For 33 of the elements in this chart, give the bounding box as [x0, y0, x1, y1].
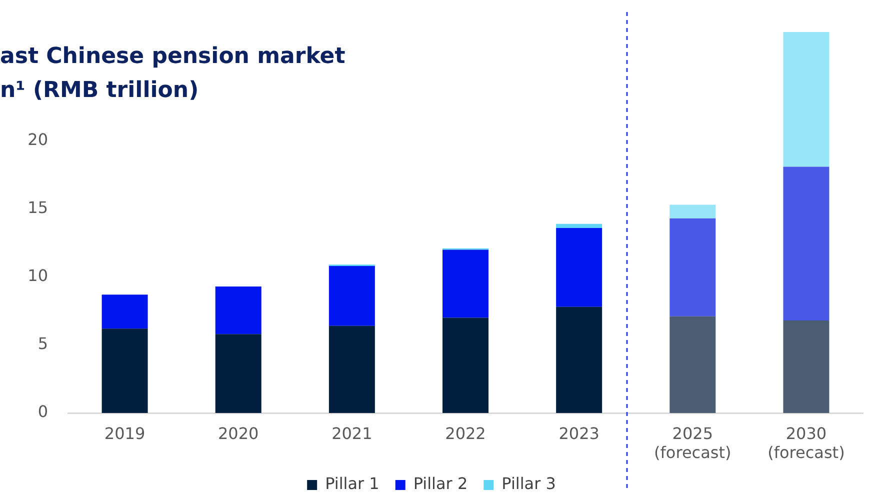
bar [215, 286, 262, 334]
y-tick-label: 5 [38, 334, 48, 354]
bar [102, 328, 148, 413]
x-tick-label: 2020 [218, 424, 259, 443]
bar [670, 204, 716, 218]
x-tick-label: 2030 (forecast) [768, 424, 845, 462]
bar [442, 250, 488, 318]
x-tick-label: 2021 [332, 424, 372, 443]
text: ast Chinese pension market n¹ (RMB trillion) [0, 43, 346, 105]
bar [556, 306, 602, 413]
bar [556, 224, 602, 228]
legend-label: Pillar 1 [325, 474, 380, 494]
x-tick-label: 2023 [558, 424, 600, 443]
bar [442, 318, 488, 413]
bar [328, 326, 375, 413]
y-tick-label: 15 [28, 198, 48, 218]
y-tick-label: 20 [28, 130, 48, 150]
bar [783, 32, 830, 167]
bar [215, 334, 262, 413]
bar [783, 320, 830, 413]
legend-label: Pillar 3 [502, 474, 556, 494]
x-tick-label: 2025 (forecast) [654, 424, 732, 462]
x-tick-label: 2022 [445, 424, 486, 443]
bar [556, 228, 602, 307]
bar [328, 266, 375, 326]
bar [783, 166, 830, 320]
y-tick-label: 0 [38, 402, 48, 422]
bar [670, 218, 716, 316]
bar [102, 294, 148, 329]
bar [670, 316, 716, 413]
y-tick-label: 10 [28, 266, 48, 286]
legend-label: Pillar 2 [413, 474, 468, 494]
x-tick-label: 2019 [104, 424, 146, 443]
